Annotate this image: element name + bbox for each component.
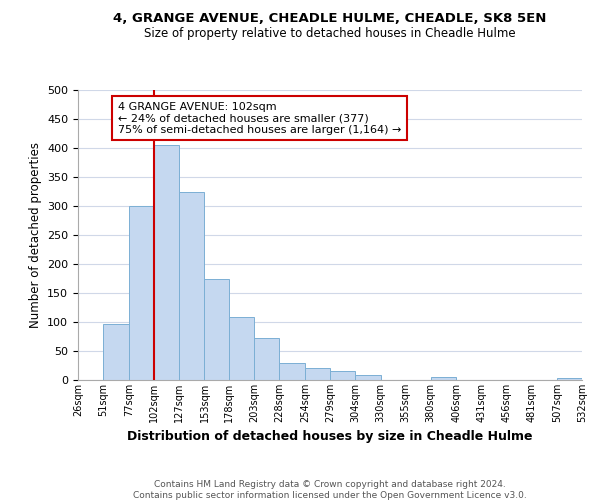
Text: Contains public sector information licensed under the Open Government Licence v3: Contains public sector information licen… [133, 491, 527, 500]
Bar [330, 372, 355, 380]
Y-axis label: Number of detached properties: Number of detached properties [29, 142, 41, 328]
X-axis label: Distribution of detached houses by size in Cheadle Hulme: Distribution of detached houses by size … [127, 430, 533, 444]
Text: 4, GRANGE AVENUE, CHEADLE HULME, CHEADLE, SK8 5EN: 4, GRANGE AVENUE, CHEADLE HULME, CHEADLE… [113, 12, 547, 26]
Bar [279, 362, 305, 380]
Bar [205, 279, 229, 380]
Bar [254, 338, 279, 380]
Text: Contains HM Land Registry data © Crown copyright and database right 2024.: Contains HM Land Registry data © Crown c… [154, 480, 506, 489]
Text: Size of property relative to detached houses in Cheadle Hulme: Size of property relative to detached ho… [144, 28, 516, 40]
Bar [355, 376, 381, 380]
Bar [154, 144, 179, 380]
Bar [229, 317, 254, 380]
Text: 4 GRANGE AVENUE: 102sqm
← 24% of detached houses are smaller (377)
75% of semi-d: 4 GRANGE AVENUE: 102sqm ← 24% of detache… [118, 102, 401, 135]
Bar [179, 192, 205, 380]
Bar [129, 206, 154, 380]
Bar [431, 376, 457, 380]
Bar [557, 378, 582, 380]
Bar [103, 324, 129, 380]
Bar [305, 368, 330, 380]
